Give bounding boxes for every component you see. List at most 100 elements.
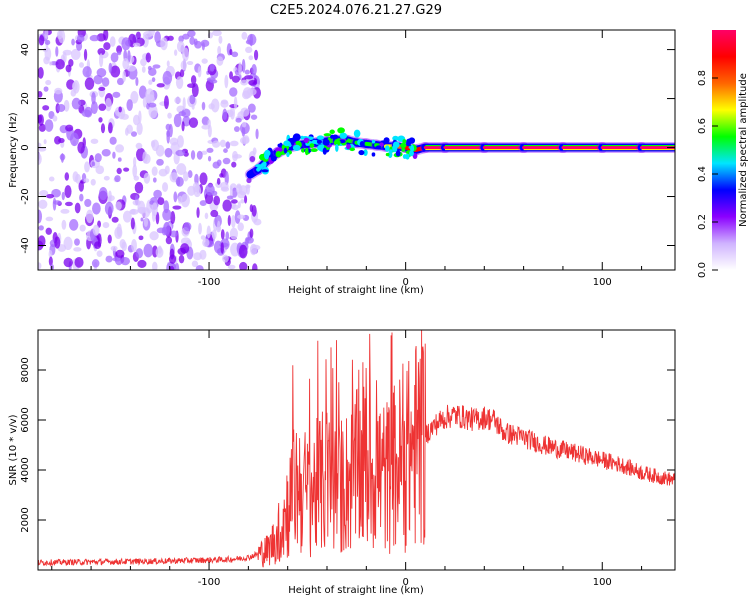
noise-blob (191, 260, 199, 268)
noise-blob (167, 112, 172, 119)
trace-blob (277, 143, 282, 148)
trace-blob (292, 133, 301, 141)
snr-y-tick-label: 4000 (20, 457, 31, 482)
trace-blob (301, 148, 306, 153)
noise-blob (135, 248, 144, 259)
noise-blob (196, 207, 200, 219)
noise-blob (180, 60, 188, 71)
noise-blob (105, 97, 112, 112)
noise-blob (169, 254, 177, 264)
trace-blob (385, 152, 390, 157)
noise-blob (48, 256, 53, 267)
noise-blob (238, 62, 242, 76)
noise-blob (189, 36, 196, 45)
noise-blob (205, 184, 215, 196)
trace-blob (292, 144, 301, 152)
colorbar: 0.0 0.2 0.4 0.6 0.8 Normalized spectral ampl… (697, 30, 749, 278)
noise-blob (164, 95, 169, 110)
noise-blob (149, 231, 159, 241)
noise-blob (162, 182, 169, 192)
noise-blob (167, 35, 174, 41)
noise-blob (217, 45, 222, 56)
noise-blob (140, 217, 144, 222)
trace-blob (303, 137, 309, 144)
noise-blob (118, 106, 122, 113)
noise-blob (38, 262, 42, 270)
noise-blob (208, 103, 215, 110)
colorbar-label: Normalized spectral amplitude (738, 73, 749, 227)
noise-blob (96, 68, 107, 78)
trace-blob (316, 139, 322, 144)
noise-blob (244, 69, 250, 75)
spectrogram-y-tick-label: 0 (20, 144, 31, 150)
snr-x-tick-label: 100 (593, 577, 612, 588)
noise-blob (71, 38, 75, 46)
noise-blob (216, 159, 222, 167)
noise-blob (240, 79, 249, 86)
snr-line (38, 330, 675, 568)
noise-blob (94, 241, 102, 249)
noise-blob (175, 176, 184, 187)
noise-blob (65, 124, 74, 132)
noise-blob (216, 56, 224, 66)
snr-axes: -100 0 100 2000 4000 6000 8000 (20, 330, 675, 588)
noise-blob (76, 34, 85, 43)
noise-blob (216, 220, 221, 232)
noise-blob (132, 164, 138, 178)
noise-blob (180, 243, 190, 254)
trace-blob (359, 140, 365, 147)
noise-blob (130, 208, 136, 215)
noise-blob (101, 77, 110, 87)
spectrogram-y-tick-label: -20 (20, 188, 31, 204)
noise-blob (38, 123, 46, 132)
noise-blob (231, 161, 237, 168)
noise-blob (90, 138, 99, 144)
noise-blob (107, 234, 112, 244)
noise-blob (73, 247, 82, 252)
noise-blob (231, 214, 236, 229)
noise-blob (64, 172, 70, 181)
noise-blob (152, 261, 158, 270)
noise-blob (195, 265, 204, 270)
noise-blob (74, 202, 81, 214)
trace-blob (402, 154, 407, 159)
noise-blob (98, 117, 103, 123)
noise-blob (134, 181, 144, 194)
noise-blob (233, 126, 240, 132)
noise-blob (155, 211, 160, 225)
noise-blob (38, 209, 43, 224)
noise-blob (48, 250, 53, 259)
noise-blob (201, 124, 211, 130)
snr-x-tick-label: -100 (198, 577, 221, 588)
trace-blob (408, 137, 416, 144)
noise-blob (229, 48, 233, 56)
noise-blob (211, 30, 222, 37)
spectrogram-y-axis-label: Frequency (Hz) (8, 112, 19, 188)
noise-blob (151, 77, 156, 83)
noise-blob (136, 122, 143, 136)
trace-blob (323, 133, 332, 137)
noise-blob (52, 200, 62, 205)
noise-blob (123, 167, 130, 172)
noise-blob (169, 265, 175, 270)
noise-blob (116, 45, 123, 54)
noise-blob (122, 58, 130, 70)
noise-blob (38, 67, 44, 79)
noise-blob (137, 259, 147, 268)
noise-blob (229, 71, 233, 80)
trace-blob (286, 152, 290, 158)
noise-blob (96, 250, 103, 258)
noise-blob (249, 156, 256, 162)
noise-blob (60, 208, 70, 214)
trace-blob (322, 138, 330, 146)
noise-blob (222, 254, 229, 263)
noise-blob (154, 31, 161, 44)
noise-blob (117, 157, 122, 162)
noise-blob (130, 217, 135, 230)
noise-blob (225, 141, 231, 149)
noise-blob (224, 171, 229, 186)
colorbar-ticks: 0.0 0.2 0.4 0.6 0.8 (697, 70, 718, 278)
noise-blob (137, 200, 146, 214)
noise-blob (209, 63, 215, 72)
noise-blob (133, 175, 140, 181)
